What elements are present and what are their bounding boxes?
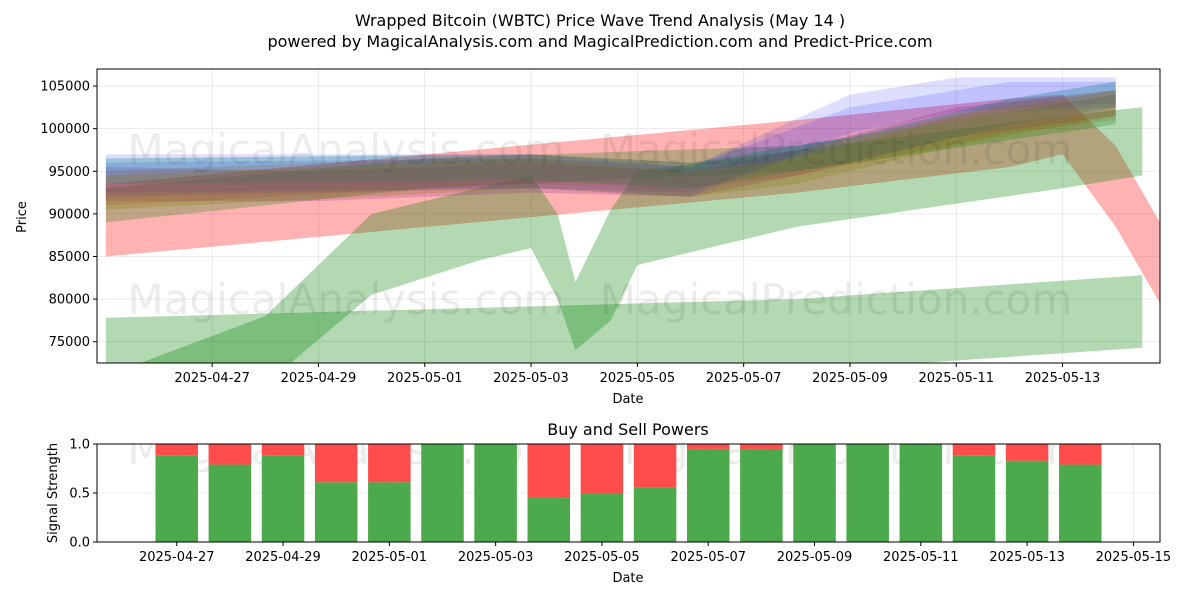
watermark: MagicalPrediction.com [600,275,1073,324]
x-tick-label: 2025-05-03 [458,550,534,565]
buy-bar [1059,464,1102,542]
wave-band-red [105,94,1160,304]
buy-bar [474,444,517,542]
x-tick-label: 2025-05-13 [1025,371,1101,386]
watermark: MagicalAnalysis.com [128,275,565,324]
sell-bar [155,444,198,456]
sell-bar [314,444,358,483]
wave-band-purple [105,90,1116,202]
chart-title-line1: Wrapped Bitcoin (WBTC) Price Wave Trend … [355,11,845,30]
top-x-axis-label: Date [612,392,643,407]
buy-bar [1005,460,1049,542]
y-tick-label: 1.0 [69,438,90,453]
y-tick-label: 75000 [49,335,90,350]
x-tick-label: 2025-05-01 [387,371,463,386]
x-tick-label: 2025-05-01 [352,550,428,565]
buy-bar [527,497,571,542]
sell-bar [633,444,677,488]
sell-bar [1005,444,1049,461]
bottom-chart-title: Buy and Sell Powers [547,420,709,439]
y-tick-label: 85000 [49,250,90,265]
price-wave-plot: MagicalAnalysis.com MagicalPrediction.com… [40,68,1161,386]
sell-bar [261,444,305,456]
x-tick-label: 2025-05-09 [777,550,853,565]
buy-bar [314,482,358,542]
sell-bar [740,444,783,449]
y-tick-label: 90000 [49,207,90,222]
sell-bar [527,444,571,498]
x-tick-label: 2025-04-27 [174,371,250,386]
x-tick-label: 2025-05-13 [989,550,1065,565]
x-tick-label: 2025-05-05 [564,550,640,565]
y-tick-label: 95000 [49,165,90,180]
x-tick-label: 2025-04-29 [245,550,321,565]
x-tick-label: 2025-05-07 [706,371,782,386]
buy-bar [846,444,889,542]
x-tick-label: 2025-05-05 [600,371,676,386]
sell-bar [686,444,730,449]
buy-bar [261,455,305,542]
buy-bar [368,482,411,542]
wave-band-olive [105,90,1116,210]
x-tick-label: 2025-05-09 [812,371,888,386]
wave-band-green [105,275,1143,363]
bottom-y-axis-label: Signal Strength [46,443,61,543]
wave-band-blue [105,77,1116,197]
top-y-axis-label: Price [15,201,30,233]
buy-bar [740,448,783,542]
y-tick-label: 105000 [40,80,90,95]
x-tick-label: 2025-04-27 [139,550,215,565]
buy-bar [633,487,677,542]
x-tick-label: 2025-04-29 [281,371,357,386]
wave-band-green [140,107,1143,363]
buy-bar [952,455,996,542]
chart-title-line2: powered by MagicalAnalysis.com and Magic… [267,32,932,51]
x-tick-label: 2025-05-03 [493,371,569,386]
x-tick-label: 2025-05-11 [918,371,994,386]
buy-bar [686,448,730,542]
plot-frame [96,68,1161,364]
watermark: MagicalPrediction.com [600,125,1073,174]
buy-bar [793,444,836,542]
wave-band-teal [105,81,1116,189]
buy-bar [899,444,943,542]
y-tick-label: 0.0 [69,536,90,551]
x-tick-label: 2025-05-11 [883,550,959,565]
wave-band-brown [105,90,1116,206]
y-tick-label: 100000 [40,122,90,137]
sell-bar [1059,444,1102,465]
wave-band-blue [105,81,1116,197]
y-tick-label: 0.5 [69,487,90,502]
buy-bar [580,493,624,542]
x-tick-label: 2025-05-15 [1096,550,1172,565]
watermark: MagicalAnalysis.com [128,125,565,174]
sell-bar [368,444,411,483]
buy-bar [421,444,464,542]
bottom-x-axis-label: Date [612,571,643,586]
wave-band-green [105,94,1116,223]
sell-bar [580,444,624,493]
buy-sell-plot: MagicalAnalysis.comMagicalPrediction.com… [69,438,1172,566]
buy-bar [208,464,252,542]
sell-bar [208,444,252,465]
y-tick-label: 80000 [49,293,90,308]
buy-bar [155,455,198,542]
x-tick-label: 2025-05-07 [670,550,746,565]
sell-bar [952,444,996,456]
